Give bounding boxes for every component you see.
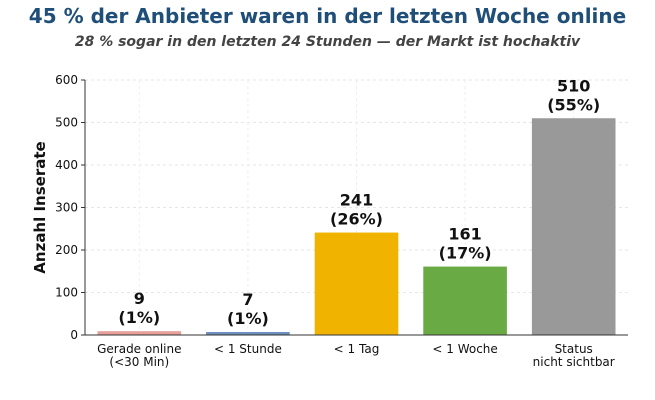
y-tick-label: 300 <box>55 201 78 215</box>
data-label: (1%) <box>227 309 269 328</box>
y-axis-label: Anzahl Inserate <box>31 141 49 273</box>
data-label: (26%) <box>330 210 383 229</box>
y-tick-label: 500 <box>55 116 78 130</box>
data-label: 161 <box>448 225 481 244</box>
chart-title: 45 % der Anbieter waren in der letzten W… <box>28 4 627 28</box>
data-label: (17%) <box>439 244 492 263</box>
x-tick-label: nicht sichtbar <box>533 355 615 369</box>
data-label: 7 <box>242 290 253 309</box>
x-tick-label: Gerade online <box>97 342 181 356</box>
x-tick-label: < 1 Stunde <box>214 342 282 356</box>
y-tick-label: 200 <box>55 243 78 257</box>
data-label: (1%) <box>118 308 160 327</box>
data-label: 510 <box>557 76 590 95</box>
x-tick-label: (<30 Min) <box>109 355 169 369</box>
y-tick-label: 400 <box>55 158 78 172</box>
y-tick-label: 600 <box>55 73 78 87</box>
x-tick-label: Status <box>555 342 593 356</box>
chart-subtitle: 28 % sogar in den letzten 24 Stunden — d… <box>74 34 581 50</box>
y-tick-label: 100 <box>55 286 78 300</box>
y-tick-label: 0 <box>70 328 78 342</box>
data-label: 9 <box>134 289 145 308</box>
data-label: 241 <box>340 191 373 210</box>
bar <box>423 266 507 335</box>
x-tick-label: < 1 Woche <box>432 342 497 356</box>
bar <box>206 332 290 335</box>
data-label: (55%) <box>547 95 600 114</box>
bar <box>97 331 182 335</box>
x-tick-label: < 1 Tag <box>334 342 380 356</box>
bar <box>531 118 616 335</box>
bar <box>314 232 399 335</box>
